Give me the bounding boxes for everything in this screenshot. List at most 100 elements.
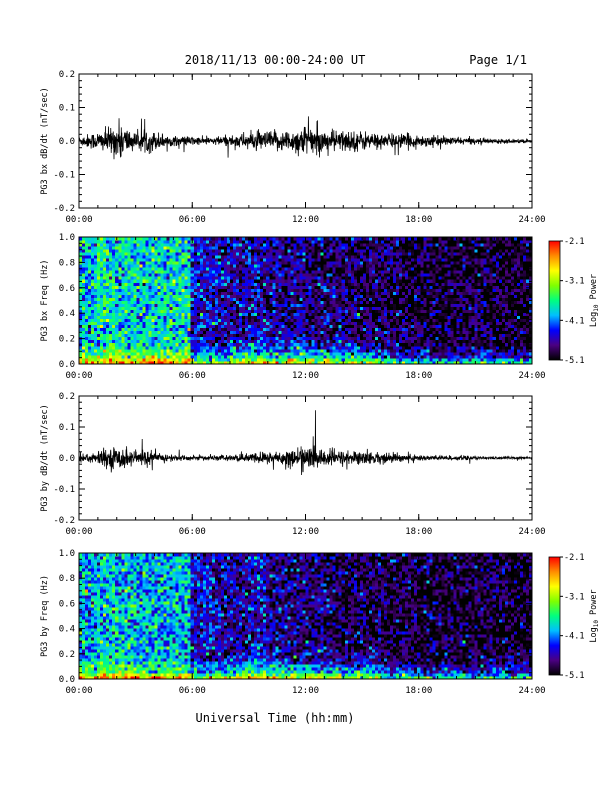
- spectrogram-cell: [305, 354, 309, 359]
- spectrogram-cell: [121, 330, 125, 335]
- spectrogram-cell: [384, 258, 388, 262]
- spectrogram-cell: [133, 270, 137, 274]
- spectrogram-cell: [299, 276, 303, 280]
- spectrogram-cell: [205, 240, 210, 244]
- spectrogram-cell: [390, 360, 394, 365]
- spectrogram-cell: [393, 327, 397, 332]
- spectrogram-cell: [127, 321, 131, 326]
- spectrogram-cell: [347, 270, 352, 274]
- spectrogram-cell: [115, 354, 119, 359]
- spectrogram-cell: [88, 300, 92, 304]
- spectrogram-cell: [205, 318, 210, 323]
- spectrogram-cell: [214, 318, 219, 323]
- spectrogram-cell: [344, 300, 349, 304]
- spectrogram-cell: [269, 258, 273, 262]
- spectrogram-cell: [251, 255, 255, 259]
- spectrogram-cell: [109, 339, 113, 344]
- spectrogram-cell: [287, 330, 291, 335]
- spectrogram-cell: [251, 360, 255, 365]
- spectrogram-cell: [263, 321, 267, 326]
- spectrogram-cell: [214, 330, 219, 335]
- spectrogram-cell: [287, 288, 291, 292]
- spectrogram-cell: [275, 306, 279, 310]
- spectrogram-cell: [275, 360, 279, 365]
- spectrogram-cell: [362, 267, 367, 271]
- spectrogram-cell: [230, 330, 234, 335]
- spectrogram-cell: [399, 267, 403, 271]
- spectrogram-cell: [118, 258, 122, 262]
- spectrogram-cell: [308, 324, 312, 329]
- spectrogram-cell: [127, 252, 131, 256]
- spectrogram-cell: [290, 246, 294, 250]
- spectrogram-cell: [368, 270, 373, 274]
- spectrogram-cell: [290, 324, 294, 329]
- spectrogram-cell: [405, 318, 409, 323]
- spectrogram-cell: [381, 354, 385, 359]
- spectrogram-cell: [115, 300, 119, 304]
- spectrogram-cell: [371, 354, 376, 359]
- spectrogram-cell: [94, 339, 98, 344]
- spectrogram-cell: [157, 264, 161, 268]
- spectrogram-cell: [402, 291, 406, 295]
- spectrogram-cell: [396, 240, 400, 244]
- spectrogram-cell: [202, 246, 207, 250]
- spectrogram-cell: [405, 348, 409, 353]
- spectrogram-cell: [377, 339, 382, 344]
- spectrogram-cell: [284, 240, 288, 244]
- spectrogram-cell: [242, 360, 246, 365]
- spectrogram-cell: [181, 333, 186, 338]
- spectrogram-cell: [82, 276, 86, 280]
- spectrogram-cell: [399, 237, 403, 241]
- spectrogram-cell: [202, 297, 207, 301]
- spectrogram-cell: [426, 261, 430, 265]
- spectrogram-cell: [263, 357, 267, 362]
- spectrogram-cell: [127, 315, 131, 320]
- spectrogram-cell: [362, 270, 367, 274]
- spectrogram-cell: [314, 312, 318, 317]
- spectrogram-cell: [323, 339, 328, 344]
- spectrogram-cell: [230, 240, 234, 244]
- spectrogram-cell: [305, 252, 309, 256]
- spectrogram-cell: [341, 339, 346, 344]
- spectrogram-cell: [423, 270, 427, 274]
- spectrogram-cell: [121, 237, 125, 241]
- spectrogram-cell: [124, 276, 128, 280]
- spectrogram-cell: [302, 291, 306, 295]
- spectrogram-cell: [220, 300, 225, 304]
- spectrogram-cell: [178, 306, 183, 310]
- spectrogram-cell: [390, 246, 394, 250]
- spectrogram-cell: [347, 321, 352, 326]
- spectrogram-cell: [353, 348, 358, 353]
- spectrogram-cell: [205, 258, 210, 262]
- spectrogram-cell: [290, 249, 294, 253]
- spectrogram-cell: [299, 294, 303, 298]
- spectrogram-cell: [202, 336, 207, 341]
- spectrogram-cell: [236, 237, 240, 241]
- spectrogram-cell: [314, 294, 318, 298]
- spectrogram-cell: [223, 273, 228, 277]
- spectrogram-cell: [236, 309, 240, 313]
- spectrogram-cell: [311, 318, 315, 323]
- spectrogram-cell: [251, 351, 255, 356]
- spectrogram-cell: [323, 279, 328, 283]
- spectrogram-cell: [302, 273, 306, 277]
- spectrogram-cell: [148, 240, 152, 244]
- spectrogram-cell: [139, 327, 143, 332]
- spectrogram-cell: [208, 237, 213, 241]
- spectrogram-cell: [365, 237, 370, 241]
- spectrogram-cell: [239, 243, 243, 247]
- spectrogram-cell: [199, 321, 204, 326]
- spectrogram-cell: [233, 267, 237, 271]
- spectrogram-cell: [341, 288, 346, 292]
- spectrogram-cell: [381, 339, 385, 344]
- spectrogram-cell: [142, 282, 146, 286]
- spectrogram-cell: [329, 309, 334, 313]
- spectrogram-cell: [190, 321, 195, 326]
- spectrogram-cell: [399, 246, 403, 250]
- spectrogram-cell: [181, 288, 186, 292]
- spectrogram-cell: [260, 309, 264, 313]
- spectrogram-cell: [97, 357, 101, 362]
- spectrogram-cell: [305, 297, 309, 301]
- spectrogram-cell: [139, 279, 143, 283]
- spectrogram-cell: [109, 303, 113, 307]
